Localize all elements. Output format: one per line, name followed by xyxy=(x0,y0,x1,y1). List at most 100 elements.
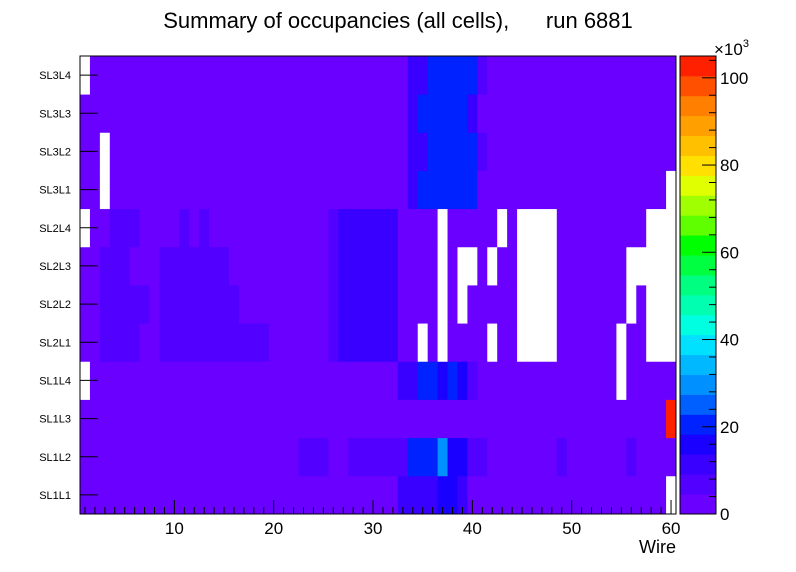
heatmap-cell xyxy=(447,285,458,324)
heatmap-cell xyxy=(159,285,170,324)
heatmap-cell xyxy=(298,475,309,515)
heatmap-cell xyxy=(457,56,468,95)
heatmap-cell xyxy=(437,399,448,439)
heatmap-cell xyxy=(477,475,488,515)
heatmap-cell xyxy=(268,399,280,439)
heatmap-cell xyxy=(576,323,587,362)
heatmap-cell xyxy=(397,399,409,439)
heatmap-cell xyxy=(666,132,677,171)
heatmap-cell xyxy=(626,56,637,95)
heatmap-cell xyxy=(248,399,260,439)
heatmap-cell xyxy=(119,94,131,133)
heatmap-cell xyxy=(209,208,220,248)
palette-frame xyxy=(679,55,717,515)
heatmap-cell xyxy=(387,361,399,400)
heatmap-cell xyxy=(209,132,220,171)
heatmap-cell xyxy=(119,56,131,95)
heatmap-cell xyxy=(149,246,160,286)
heatmap-cell xyxy=(338,94,349,133)
heatmap-cell xyxy=(536,132,548,171)
heatmap-cell xyxy=(248,170,260,210)
heatmap-cell xyxy=(278,323,289,362)
heatmap-cell xyxy=(268,323,280,362)
heatmap-cell xyxy=(318,170,329,210)
heatmap-cell xyxy=(358,246,369,286)
heatmap-cell xyxy=(646,361,657,400)
heatmap-cell xyxy=(99,361,111,400)
heatmap-cell xyxy=(318,361,329,400)
heatmap-cell xyxy=(457,94,468,133)
heatmap-cell xyxy=(596,361,607,400)
heatmap-cell xyxy=(199,323,210,362)
heatmap-cell xyxy=(99,285,111,324)
heatmap-cell xyxy=(348,361,359,400)
heatmap-cell xyxy=(606,323,617,362)
heatmap-cell xyxy=(606,361,617,400)
heatmap-cell xyxy=(248,361,260,400)
heatmap-cell xyxy=(447,361,458,400)
heatmap-cell xyxy=(119,208,131,248)
heatmap-cell xyxy=(407,285,419,324)
heatmap-cell xyxy=(308,246,319,286)
heatmap-cell xyxy=(606,437,617,477)
heatmap-cell xyxy=(298,323,309,362)
heatmap-cell xyxy=(387,323,399,362)
heatmap-cell xyxy=(586,246,597,286)
palette-swatch xyxy=(680,135,716,156)
heatmap-cell xyxy=(189,399,200,439)
heatmap-cell xyxy=(109,437,121,477)
heatmap-cell xyxy=(536,285,548,324)
heatmap-cell xyxy=(298,285,309,324)
heatmap-cell xyxy=(646,323,657,362)
z-tick-label: 40 xyxy=(720,331,739,350)
heatmap-cell xyxy=(348,475,359,515)
heatmap-cell xyxy=(407,475,419,515)
heatmap-cell xyxy=(646,437,657,477)
heatmap-cell xyxy=(407,437,419,477)
heatmap-cell xyxy=(546,56,558,95)
heatmap-cell xyxy=(616,361,627,400)
heatmap-cell xyxy=(149,437,160,477)
heatmap-cell xyxy=(348,56,359,95)
heatmap-cell xyxy=(229,323,240,362)
heatmap-cell xyxy=(427,285,438,324)
heatmap-cell xyxy=(417,475,429,515)
heatmap-cell xyxy=(99,323,111,362)
heatmap-cell xyxy=(447,94,458,133)
heatmap-cell xyxy=(238,361,250,400)
heatmap-cell xyxy=(189,94,200,133)
heatmap-cell xyxy=(139,399,150,439)
heatmap-cell xyxy=(179,323,190,362)
heatmap-cell xyxy=(119,170,131,210)
heatmap-cell xyxy=(258,170,270,210)
heatmap-cell xyxy=(596,246,607,286)
heatmap-cell xyxy=(497,94,508,133)
heatmap-cell xyxy=(368,94,379,133)
heatmap-cell xyxy=(427,208,438,248)
heatmap-cell xyxy=(238,56,250,95)
heatmap-cell xyxy=(467,285,478,324)
heatmap-cell xyxy=(566,132,578,171)
heatmap-cell xyxy=(507,170,518,210)
heatmap-cell xyxy=(546,246,558,286)
heatmap-cell xyxy=(576,437,587,477)
heatmap-cell xyxy=(199,208,210,248)
heatmap-cell xyxy=(477,132,488,171)
heatmap-cell xyxy=(467,56,478,95)
x-tick-label: 10 xyxy=(165,519,184,538)
heatmap-cell xyxy=(546,323,558,362)
plot-frame xyxy=(79,55,677,515)
heatmap-cell xyxy=(348,208,359,248)
heatmap-cell xyxy=(139,285,150,324)
heatmap-cell xyxy=(298,361,309,400)
heatmap-cell xyxy=(298,56,309,95)
heatmap-cell xyxy=(536,399,548,439)
heatmap-cell xyxy=(199,170,210,210)
heatmap-cell xyxy=(656,285,667,324)
heatmap-cell xyxy=(636,94,647,133)
heatmap-cell xyxy=(656,208,667,248)
heatmap-cell xyxy=(566,94,578,133)
heatmap-cell xyxy=(348,285,359,324)
heatmap-cell xyxy=(219,285,230,324)
